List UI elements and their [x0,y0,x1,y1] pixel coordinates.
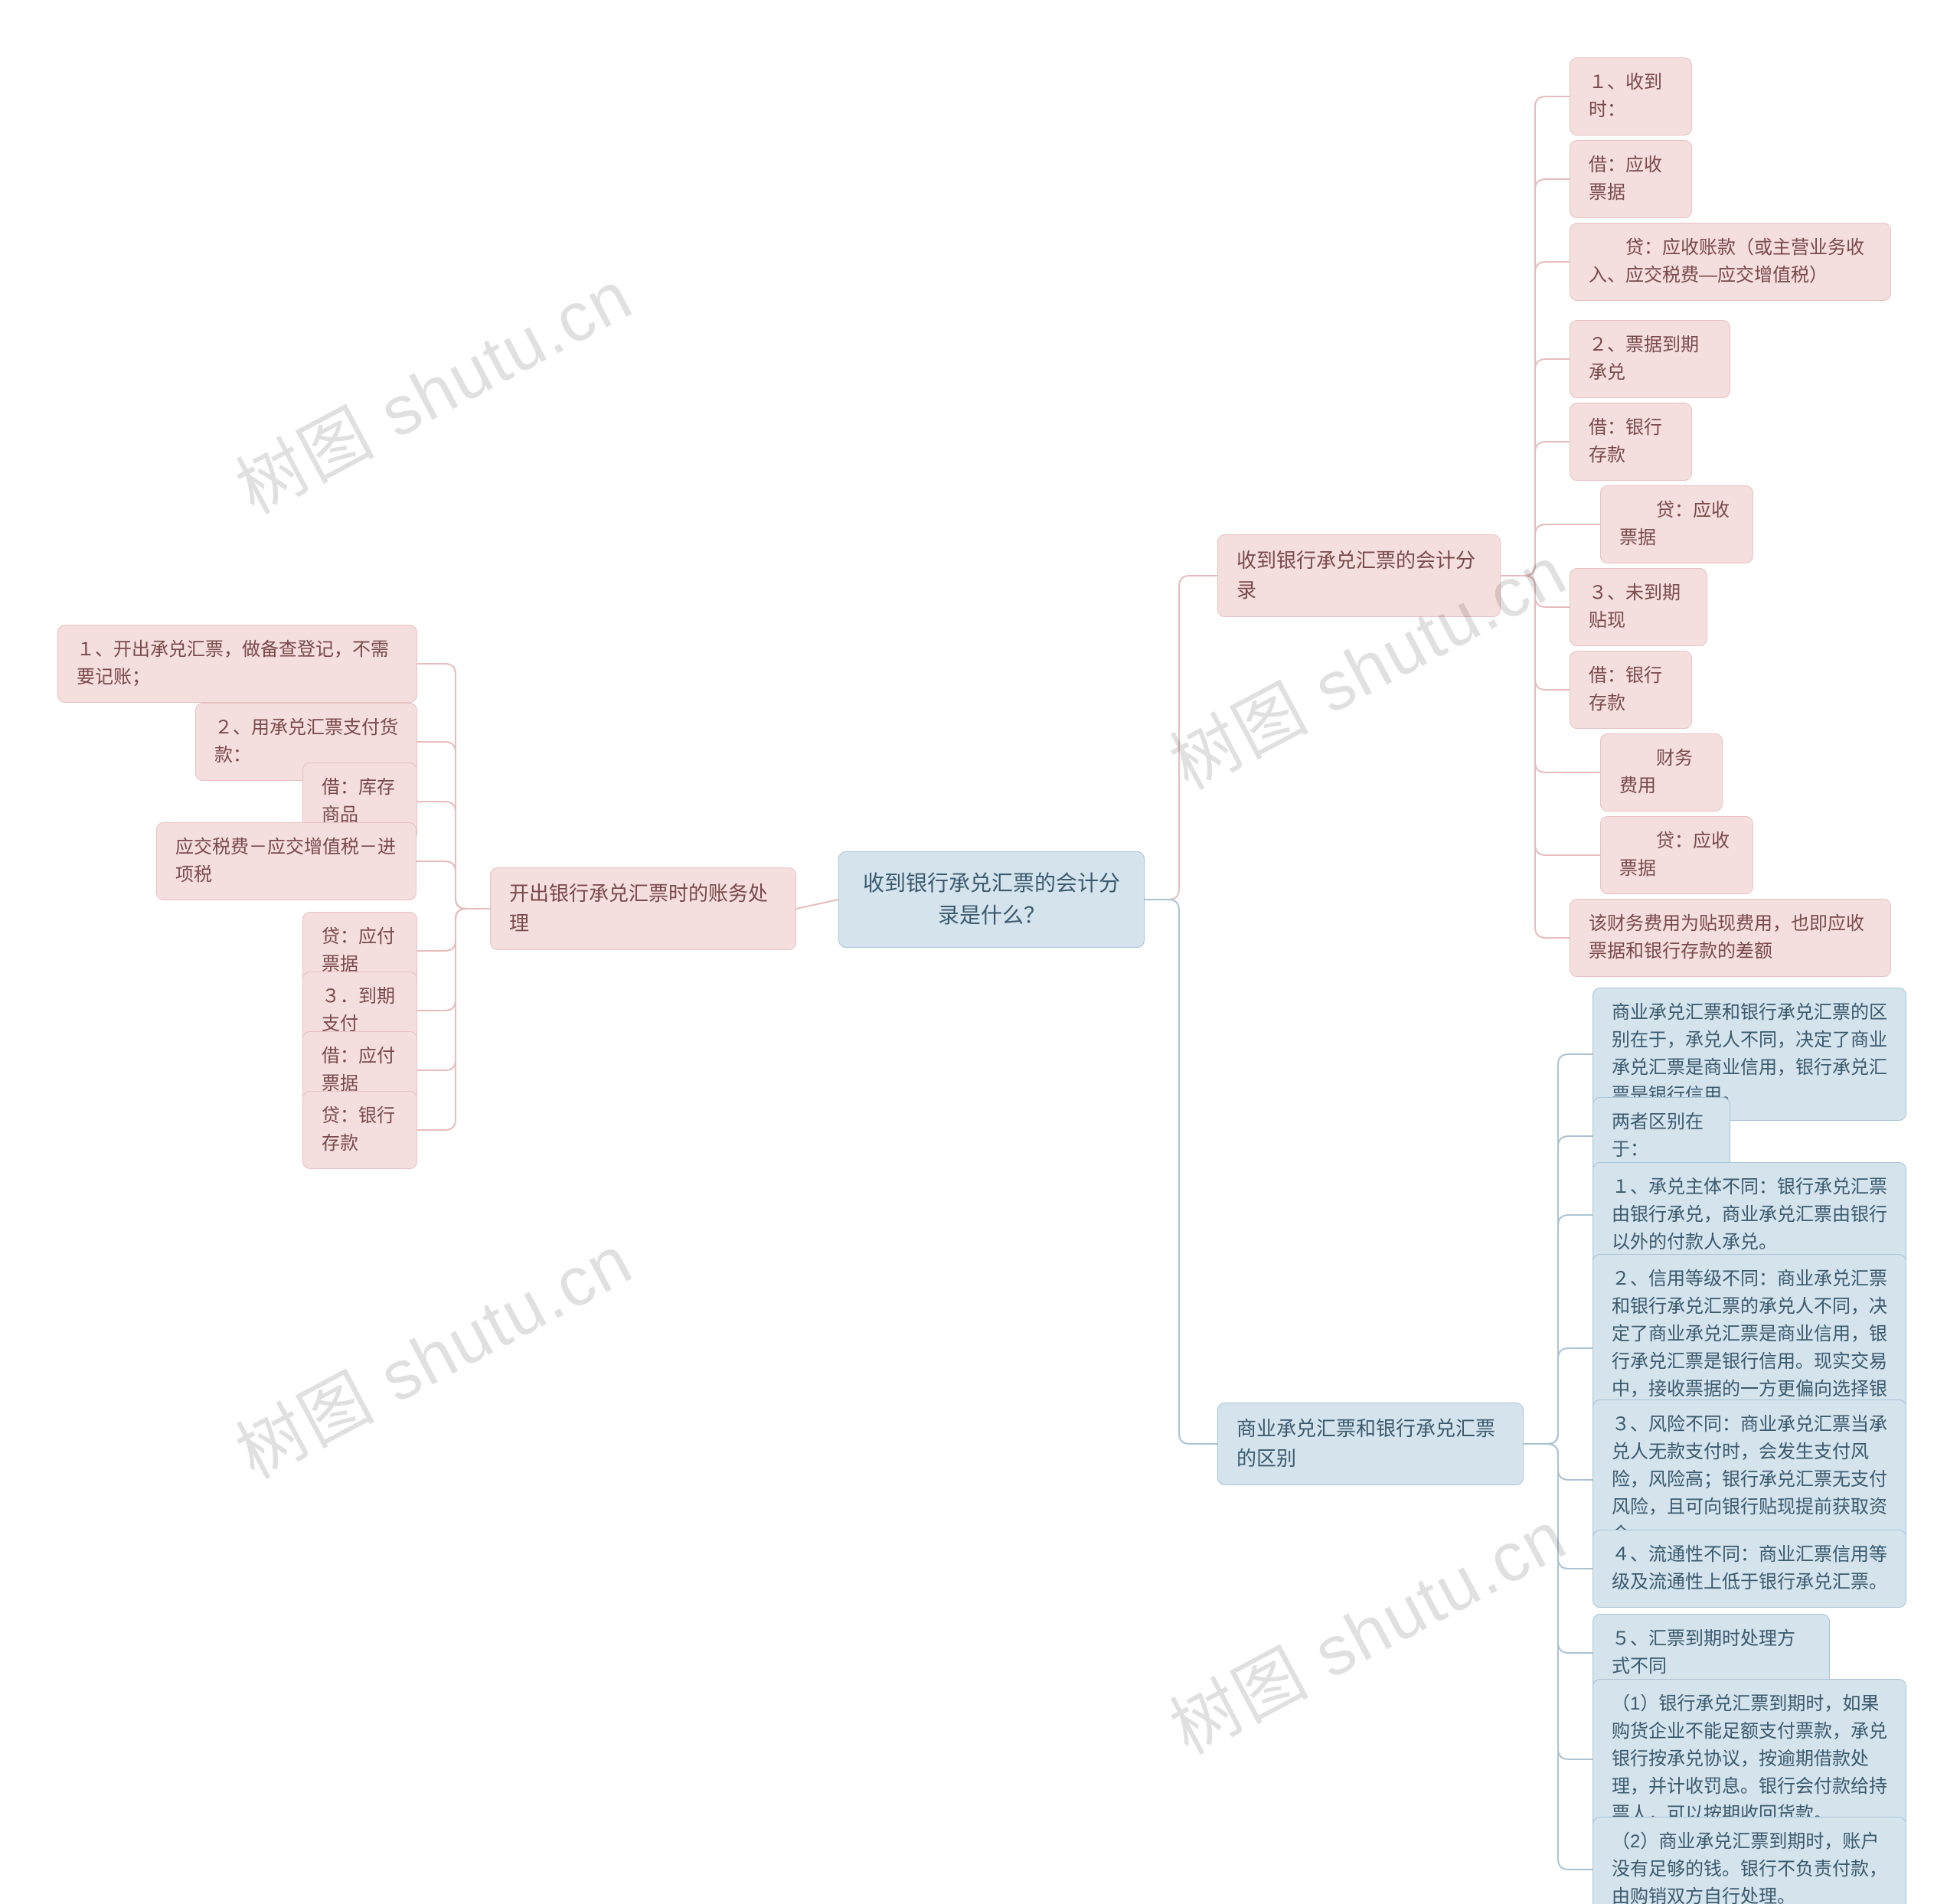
watermark: 树图 shutu.cn [217,240,647,532]
left-leaf[interactable]: 应交税费－应交增值税－进项税 [156,822,416,900]
left-leaf[interactable]: 贷：银行存款 [302,1091,417,1169]
right-1-leaf[interactable]: 该财务费用为贴现费用，也即应收票据和银行存款的差额 [1570,899,1891,977]
right-2-leaf-label: （2）商业承兑汇票到期时，账户没有足够的钱。银行不负责付款，由购销双方自行处理。 [1612,1828,1887,1904]
left-leaf-label: 借：库存商品 [322,774,398,829]
right-1-leaf-label: 贷：应收票据 [1619,828,1734,883]
left-leaf-label: 借：应付票据 [322,1043,398,1098]
right-1-leaf[interactable]: 借：应收票据 [1570,140,1692,218]
right-2-leaf-label: １、承兑主体不同：银行承兑汇票由银行承兑，商业承兑汇票由银行以外的付款人承兑。 [1612,1174,1887,1256]
left-leaf[interactable]: １、开出承兑汇票，做备查登记，不需要记账； [57,625,417,703]
watermark: 树图 shutu.cn [217,1205,647,1497]
right-1-leaf-label: 借：应收票据 [1589,152,1673,207]
watermark: 树图 shutu.cn [1151,1481,1581,1772]
left-leaf-label: １、开出承兑汇票，做备查登记，不需要记账； [77,636,398,691]
left-leaf-label: ２、用承兑汇票支付货款： [214,714,398,769]
right-1-leaf[interactable]: 贷：应收票据 [1600,485,1753,563]
right-2-leaf-label: ３、风险不同：商业承兑汇票当承兑人无款支付时，会发生支付风险，风险高；银行承兑汇… [1612,1411,1887,1549]
left-branch-node[interactable]: 开出银行承兑汇票时的账务处理 [490,867,796,950]
right-branch-2-node[interactable]: 商业承兑汇票和银行承兑汇票的区别 [1217,1403,1524,1485]
right-2-leaf[interactable]: （1）银行承兑汇票到期时，如果购货企业不能足额支付票款，承兑银行按承兑协议，按逾… [1592,1679,1906,1840]
right-1-leaf[interactable]: 借：银行存款 [1570,403,1692,481]
root-label: 收到银行承兑汇票的会计分录是什么？ [862,867,1121,932]
right-2-leaf-label: （1）银行承兑汇票到期时，如果购货企业不能足额支付票款，承兑银行按承兑协议，按逾… [1612,1690,1887,1828]
right-1-leaf-label: 贷：应收账款（或主营业务收入、应交税费—应交增值税） [1589,234,1872,289]
right-1-leaf-label: 借：银行存款 [1589,414,1673,469]
right-1-leaf[interactable]: ３、未到期贴现 [1570,568,1707,646]
right-1-leaf-label: 财务费用 [1619,745,1704,800]
right-branch-1-label: 收到银行承兑汇票的会计分录 [1236,546,1481,606]
left-leaf-label: 贷：银行存款 [322,1102,398,1158]
right-1-leaf[interactable]: 借：银行存款 [1570,651,1692,729]
right-2-leaf-label: 商业承兑汇票和银行承兑汇票的区别在于，承兑人不同，决定了商业承兑汇票是商业信用，… [1612,999,1887,1109]
right-branch-2-label: 商业承兑汇票和银行承兑汇票的区别 [1236,1414,1504,1474]
right-1-leaf[interactable]: 财务费用 [1600,733,1723,812]
right-2-leaf-label: ５、汇票到期时处理方式不同 [1612,1625,1811,1680]
right-branch-1-node[interactable]: 收到银行承兑汇票的会计分录 [1217,534,1501,617]
right-1-leaf-label: ２、票据到期承兑 [1589,331,1711,387]
root-node[interactable]: 收到银行承兑汇票的会计分录是什么？ [838,851,1145,948]
right-2-leaf-label: 两者区别在于： [1612,1109,1711,1164]
right-2-leaf[interactable]: （2）商业承兑汇票到期时，账户没有足够的钱。银行不负责付款，由购销双方自行处理。 [1592,1817,1906,1904]
left-leaf-label: 贷：应付票据 [322,923,398,978]
right-1-leaf-label: 该财务费用为贴现费用，也即应收票据和银行存款的差额 [1589,910,1872,965]
right-1-leaf-label: １、收到时： [1589,69,1673,124]
right-1-leaf-label: ３、未到期贴现 [1589,580,1688,635]
right-1-leaf-label: 贷：应收票据 [1619,497,1734,552]
right-1-leaf[interactable]: 贷：应收票据 [1600,816,1753,894]
right-1-leaf[interactable]: ２、票据到期承兑 [1570,320,1730,398]
right-2-leaf[interactable]: １、承兑主体不同：银行承兑汇票由银行承兑，商业承兑汇票由银行以外的付款人承兑。 [1592,1162,1906,1268]
left-leaf-label: ３．到期支付 [322,983,398,1038]
left-branch-label: 开出银行承兑汇票时的账务处理 [509,879,777,939]
right-1-leaf[interactable]: １、收到时： [1570,57,1692,136]
right-1-leaf-label: 借：银行存款 [1589,662,1673,717]
left-leaf-label: 应交税费－应交增值税－进项税 [175,834,397,889]
right-2-leaf[interactable]: ４、流通性不同：商业汇票信用等级及流通性上低于银行承兑汇票。 [1592,1530,1906,1608]
right-2-leaf-label: ４、流通性不同：商业汇票信用等级及流通性上低于银行承兑汇票。 [1612,1541,1887,1596]
right-1-leaf[interactable]: 贷：应收账款（或主营业务收入、应交税费—应交增值税） [1570,223,1891,301]
